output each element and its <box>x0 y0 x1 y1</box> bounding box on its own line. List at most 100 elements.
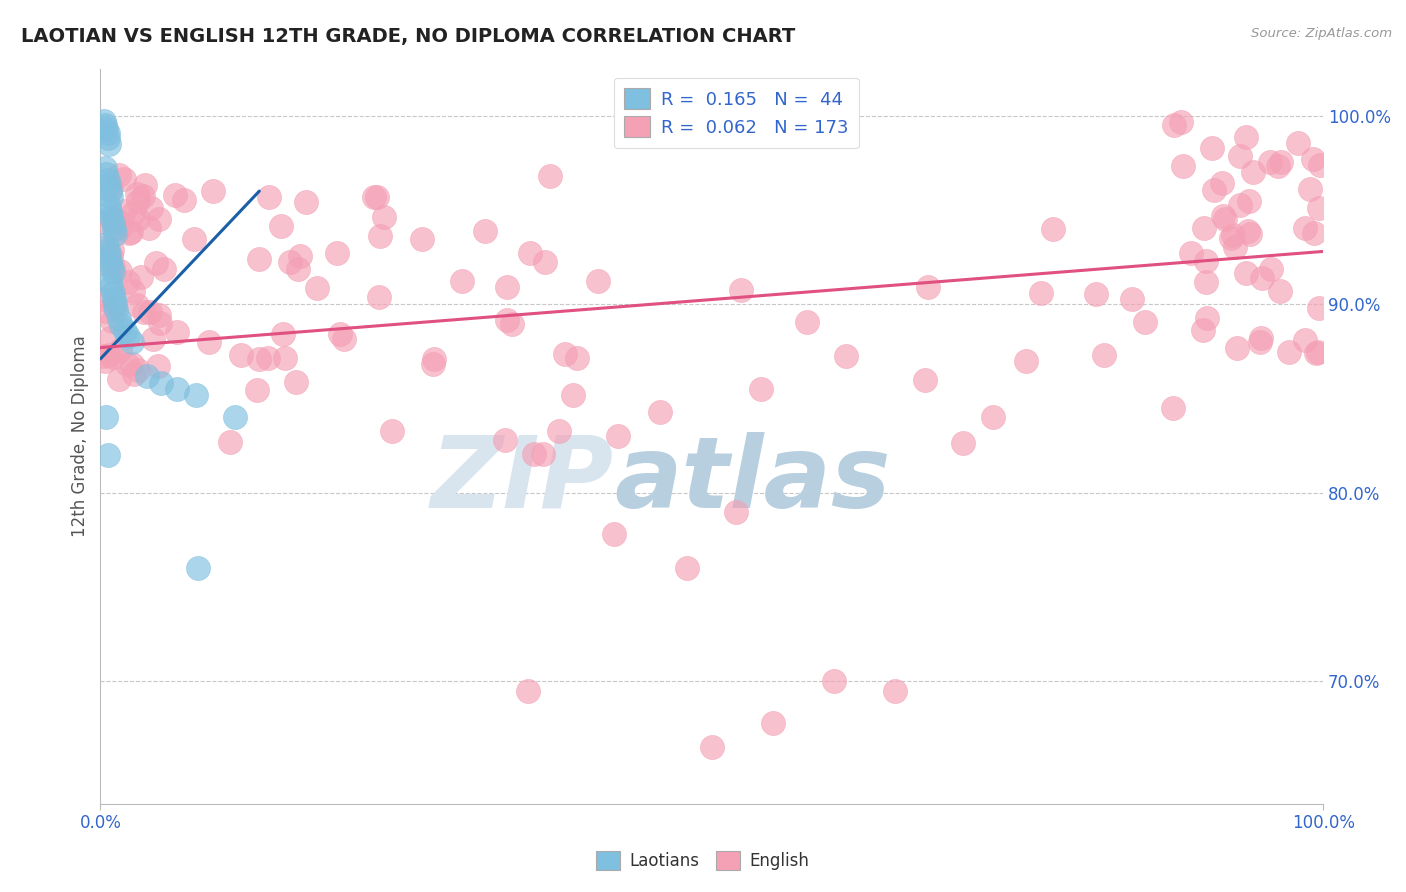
Point <box>97 348 120 362</box>
Point <box>422 357 444 371</box>
Point <box>451 274 474 288</box>
Point <box>730 283 752 297</box>
Point <box>1225 240 1247 254</box>
Point <box>295 195 318 210</box>
Point <box>247 252 270 266</box>
Point <box>98 275 121 289</box>
Point <box>96 236 118 251</box>
Point <box>139 305 162 319</box>
Point <box>333 333 356 347</box>
Point <box>148 211 170 226</box>
Point <box>1219 231 1241 245</box>
Point <box>104 297 127 311</box>
Point <box>1249 334 1271 349</box>
Point <box>129 270 152 285</box>
Point <box>163 187 186 202</box>
Point <box>1250 331 1272 345</box>
Point <box>1305 346 1327 360</box>
Point <box>117 275 139 289</box>
Point <box>884 683 907 698</box>
Point <box>104 227 127 242</box>
Point <box>1213 212 1236 227</box>
Point <box>100 211 122 225</box>
Point <box>1229 149 1251 163</box>
Point <box>96 167 118 181</box>
Point <box>135 368 157 383</box>
Point <box>567 351 589 365</box>
Point <box>103 299 125 313</box>
Point <box>1286 136 1309 150</box>
Point <box>98 253 121 268</box>
Point <box>274 351 297 366</box>
Point <box>150 376 173 391</box>
Point <box>496 312 519 326</box>
Point <box>122 206 145 220</box>
Point <box>96 410 118 425</box>
Point <box>184 388 207 402</box>
Point <box>533 447 555 461</box>
Point <box>554 347 576 361</box>
Point <box>835 349 858 363</box>
Point <box>273 327 295 342</box>
Point <box>1251 271 1274 285</box>
Point <box>148 359 170 374</box>
Point <box>100 190 122 204</box>
Point <box>1299 182 1322 196</box>
Point <box>105 212 128 227</box>
Point <box>1191 323 1213 337</box>
Point <box>219 435 242 450</box>
Point <box>201 184 224 198</box>
Point <box>366 190 388 204</box>
Point <box>501 318 523 332</box>
Point <box>474 224 496 238</box>
Point <box>117 329 139 343</box>
Point <box>101 244 124 258</box>
Point <box>1201 141 1223 155</box>
Point <box>423 351 446 366</box>
Point <box>96 121 118 136</box>
Point <box>917 280 939 294</box>
Point <box>97 243 120 257</box>
Point <box>98 331 121 345</box>
Point <box>103 212 125 227</box>
Point <box>93 349 115 363</box>
Point <box>1237 194 1260 209</box>
Point <box>1192 220 1215 235</box>
Point <box>1306 344 1329 359</box>
Point <box>1211 176 1233 190</box>
Point <box>94 161 117 176</box>
Point <box>285 375 308 389</box>
Point <box>650 405 672 419</box>
Point <box>121 284 143 298</box>
Point <box>153 262 176 277</box>
Point <box>523 447 546 461</box>
Point <box>1268 284 1291 298</box>
Point <box>127 194 149 208</box>
Point <box>606 429 628 443</box>
Point <box>120 225 142 239</box>
Point <box>173 193 195 207</box>
Point <box>101 216 124 230</box>
Point <box>411 232 433 246</box>
Point <box>112 171 135 186</box>
Point <box>97 248 120 262</box>
Point <box>100 249 122 263</box>
Legend: R =  0.165   N =  44, R =  0.062   N = 173: R = 0.165 N = 44, R = 0.062 N = 173 <box>613 78 859 148</box>
Point <box>98 184 121 198</box>
Point <box>91 292 114 306</box>
Point <box>107 312 129 326</box>
Point <box>1302 152 1324 166</box>
Point <box>134 178 156 192</box>
Point <box>373 210 395 224</box>
Point <box>1226 341 1249 355</box>
Point <box>94 118 117 132</box>
Point <box>725 505 748 519</box>
Point <box>97 178 120 193</box>
Point <box>1234 266 1257 280</box>
Point <box>249 352 271 367</box>
Point <box>145 256 167 270</box>
Point <box>1195 275 1218 289</box>
Point <box>329 326 352 341</box>
Point <box>519 246 541 260</box>
Point <box>496 279 519 293</box>
